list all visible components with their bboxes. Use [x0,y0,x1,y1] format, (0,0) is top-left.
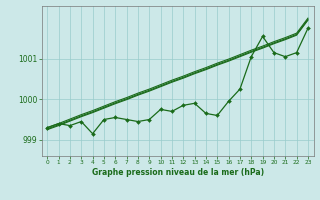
X-axis label: Graphe pression niveau de la mer (hPa): Graphe pression niveau de la mer (hPa) [92,168,264,177]
